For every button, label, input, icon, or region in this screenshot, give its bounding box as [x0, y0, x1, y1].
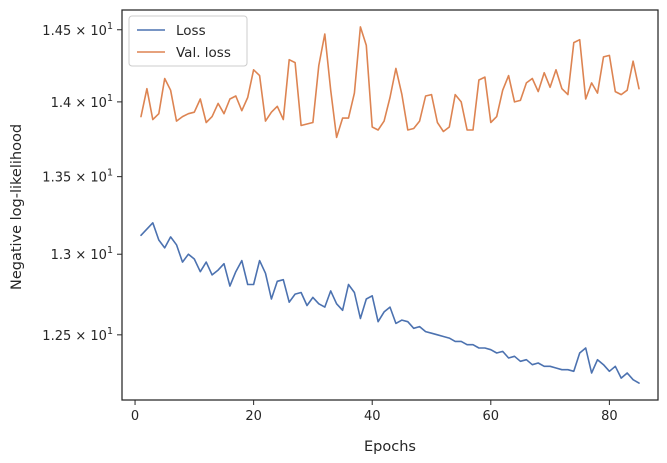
x-axis-label: Epochs: [364, 439, 416, 455]
y-tick-mantissa: 1.3: [51, 248, 72, 263]
y-tick-label: 1.35 × 101: [42, 168, 113, 186]
series-line-loss: [140, 222, 640, 384]
y-tick-label: 1.3 × 101: [51, 245, 113, 263]
y-tick-times: × 10: [71, 248, 107, 263]
x-axis-ticks: 0 20 40 60 80: [131, 400, 618, 424]
x-tick-label: 20: [245, 409, 262, 424]
y-axis-label: Negative log-likelihood: [9, 124, 25, 290]
x-tick-label: 60: [483, 409, 500, 424]
y-tick-times: × 10: [71, 171, 107, 186]
y-tick-exponent: 1: [107, 168, 113, 179]
y-tick-mantissa: 1.45: [42, 24, 71, 39]
y-tick-exponent: 1: [107, 93, 113, 104]
y-tick-label: 1.45 × 101: [42, 21, 113, 39]
legend-label-val-loss: Val. loss: [176, 45, 231, 61]
y-tick-exponent: 1: [107, 326, 113, 337]
y-tick-times: × 10: [71, 24, 107, 39]
plot-area: [121, 9, 659, 401]
y-tick-exponent: 1: [107, 21, 113, 32]
y-tick-label: 1.4 × 101: [51, 93, 113, 111]
y-tick-mantissa: 1.35: [42, 171, 71, 186]
y-tick-times: × 10: [71, 329, 107, 344]
x-tick-label: 0: [131, 409, 139, 424]
legend-frame: [128, 15, 248, 67]
x-tick-label: 80: [601, 409, 618, 424]
series-line-val-loss: [140, 26, 640, 139]
y-tick-exponent: 1: [107, 245, 113, 256]
x-tick-label: 40: [364, 409, 381, 424]
y-tick-times: × 10: [71, 96, 107, 111]
y-tick-mantissa: 1.4: [51, 96, 72, 111]
series-lines: [140, 26, 640, 384]
y-tick-label: 1.25 × 101: [42, 326, 113, 344]
y-tick-mantissa: 1.25: [42, 329, 71, 344]
legend: Loss Val. loss: [128, 15, 248, 67]
legend-label-loss: Loss: [176, 23, 206, 39]
